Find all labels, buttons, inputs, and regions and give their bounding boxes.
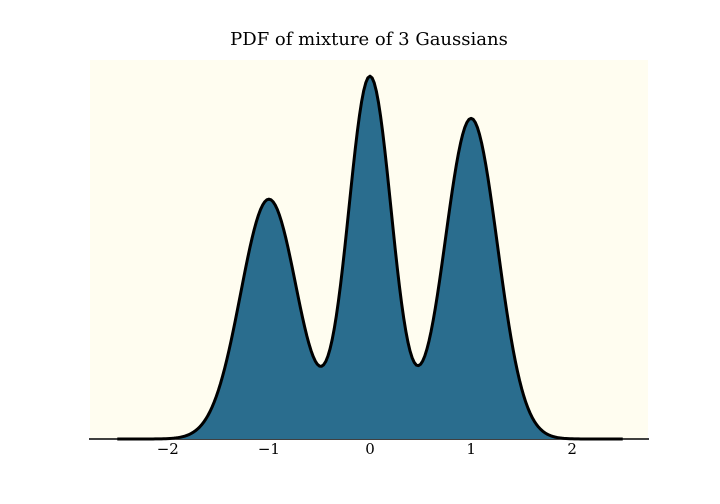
- density-fill: [117, 76, 623, 440]
- x-tick-label-0: 0: [365, 440, 375, 458]
- x-tick-label-1: 1: [466, 440, 476, 458]
- chart-title: PDF of mixture of 3 Gaussians: [230, 29, 508, 50]
- x-tick-label-2: 2: [567, 440, 577, 458]
- density-curve: [117, 74, 623, 441]
- x-tick-label--2: −2: [157, 440, 179, 458]
- x-tick-label--1: −1: [258, 440, 280, 458]
- x-axis-tick-labels: −2 −1 0 1 2: [157, 440, 577, 458]
